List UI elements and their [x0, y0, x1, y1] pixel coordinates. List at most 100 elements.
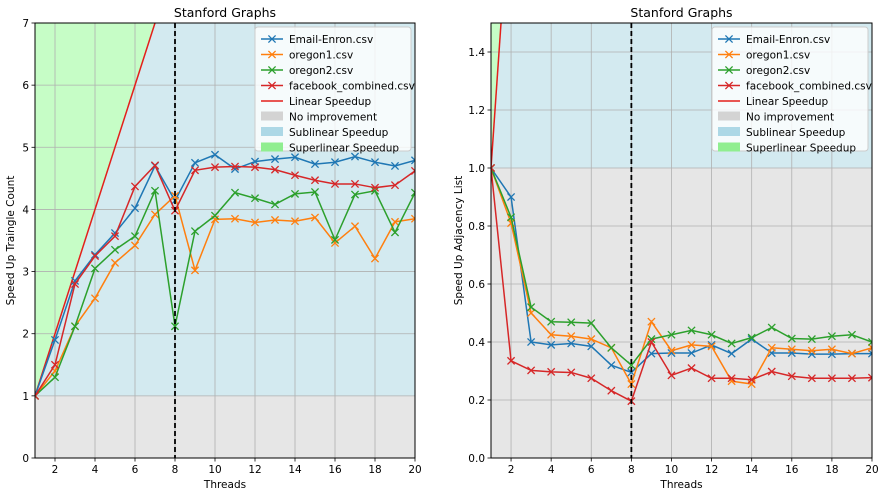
series-line-3 — [491, 167, 872, 367]
y-tick-label: 1.2 — [468, 105, 485, 117]
chart-title: Stanford Graphs — [174, 5, 276, 20]
plot-area — [491, 23, 872, 458]
data-point — [250, 218, 260, 227]
legend-marker — [724, 65, 734, 75]
x-tick-label: 12 — [248, 464, 261, 476]
x-tick-label: 10 — [665, 464, 678, 476]
data-point — [491, 163, 496, 173]
data-point — [150, 186, 160, 195]
data-point — [707, 340, 716, 349]
y-tick-label: 4 — [22, 204, 29, 216]
y-tick-label: 0.8 — [468, 221, 485, 233]
legend-swatch — [261, 127, 283, 136]
data-point — [867, 343, 872, 352]
data-point — [290, 171, 300, 180]
x-tick-label: 14 — [288, 464, 302, 476]
x-tick-label: 8 — [628, 464, 635, 476]
data-point — [170, 322, 180, 331]
data-point — [847, 349, 857, 358]
data-point — [130, 241, 140, 250]
data-point — [390, 228, 400, 237]
data-point — [370, 254, 380, 263]
y-axis-label: Speed Up Traingle Count — [5, 176, 17, 306]
data-point — [767, 367, 776, 376]
legend-label: facebook_combined.csv — [289, 81, 415, 93]
chart-2: 2 4 6 8 10 12 14 16 18 20 0.0 0.2 0.4 0.6 0.8 1.0 1.2 1.4… — [453, 5, 879, 491]
data-point — [250, 194, 260, 203]
legend: Email-Enron.csv oregon1.csv oregon2.csv fac… — [711, 26, 872, 155]
data-point — [707, 330, 716, 339]
data-point — [767, 343, 776, 352]
legend-box — [254, 26, 412, 152]
legend-label: No improvement — [746, 112, 834, 124]
legend-marker — [267, 65, 277, 75]
chart-title: Stanford Graphs — [630, 5, 732, 20]
data-point — [270, 200, 280, 209]
legend-marker — [724, 34, 734, 44]
data-point — [727, 339, 736, 348]
data-point — [250, 163, 260, 172]
data-point — [847, 330, 857, 339]
y-tick-label: 0.2 — [468, 395, 485, 407]
data-point — [390, 217, 400, 226]
data-point — [290, 153, 300, 162]
y-tick-label: 0 — [22, 453, 29, 465]
data-point — [210, 150, 220, 159]
data-point — [527, 366, 536, 375]
data-point — [370, 186, 380, 195]
data-point — [506, 192, 516, 202]
data-point — [687, 326, 696, 335]
data-point — [310, 213, 320, 222]
data-point — [50, 360, 60, 369]
legend-marker — [724, 50, 734, 59]
data-point — [607, 386, 616, 395]
data-point — [647, 337, 656, 347]
x-tick-label: 16 — [785, 464, 799, 476]
data-point — [90, 251, 100, 261]
data-point — [867, 349, 872, 358]
data-point — [707, 342, 716, 351]
data-point — [70, 279, 80, 289]
data-point — [747, 333, 756, 342]
y-tick-label: 1.4 — [468, 47, 485, 59]
data-point — [567, 332, 576, 341]
data-point — [310, 187, 320, 197]
data-point — [727, 349, 736, 358]
data-point — [330, 238, 340, 248]
data-point — [150, 161, 160, 170]
data-point — [587, 335, 596, 344]
x-tick-label: 18 — [368, 464, 381, 476]
data-point — [506, 213, 516, 222]
y-axis-label: Speed Up Adjacency List — [453, 176, 465, 306]
data-point — [607, 343, 616, 352]
legend-swatch — [718, 111, 740, 121]
x-tick-label: 6 — [132, 464, 139, 476]
x-tick-label: 16 — [328, 464, 342, 476]
y-tick-label: 7 — [22, 18, 29, 30]
legend-label: Superlinear Speedup — [746, 143, 856, 155]
data-point — [587, 319, 596, 328]
data-point — [330, 158, 340, 167]
data-point — [230, 188, 240, 197]
data-point — [370, 158, 380, 167]
data-point — [350, 152, 360, 161]
data-point — [130, 232, 140, 241]
data-point — [787, 372, 796, 381]
x-axis-label: Threads — [659, 479, 702, 491]
data-point — [350, 222, 360, 231]
data-point — [410, 188, 415, 197]
axes-frame — [490, 22, 873, 459]
data-point — [667, 371, 676, 380]
y-tick-label: 2 — [22, 329, 29, 341]
legend-marker — [267, 50, 277, 59]
data-point — [547, 340, 556, 349]
data-point — [687, 340, 696, 349]
data-point — [687, 348, 696, 358]
legend-marker — [267, 34, 277, 44]
data-point — [310, 160, 320, 169]
x-tick-label: 12 — [705, 464, 718, 476]
data-point — [90, 264, 100, 273]
data-point — [587, 342, 596, 351]
legend-swatch — [718, 127, 740, 136]
